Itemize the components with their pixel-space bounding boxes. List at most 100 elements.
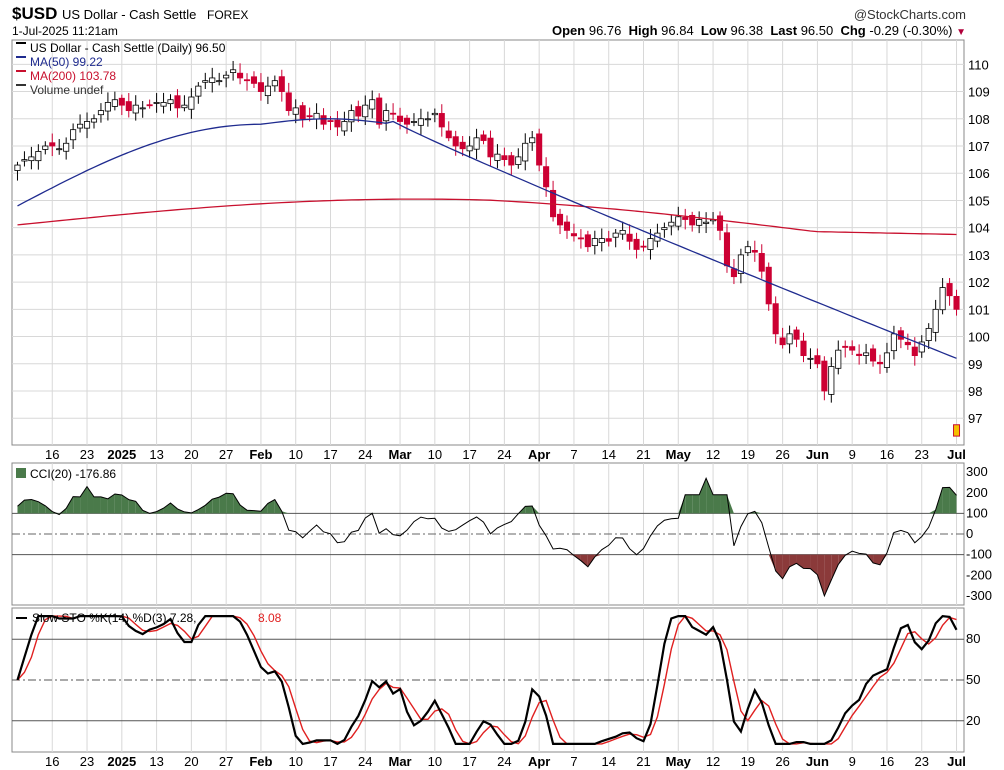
x-axis-tick: 23 (80, 754, 94, 769)
candle-body (591, 238, 598, 247)
candle-body (765, 266, 772, 305)
x-axis-tick: 13 (149, 754, 163, 769)
cci-overbought-area (66, 496, 74, 514)
low-value: 96.38 (730, 23, 764, 38)
candle-body (619, 229, 626, 235)
candle-body (737, 254, 744, 274)
candle-body (49, 142, 56, 147)
x-axis-tick: 16 (880, 754, 894, 769)
x-axis-tick: 10 (428, 447, 442, 462)
x-axis-tick: 16 (880, 447, 894, 462)
candle-body (90, 118, 98, 123)
candle-body (522, 142, 529, 162)
x-axis-tick: 24 (358, 447, 372, 462)
x-axis-tick: Mar (388, 754, 411, 769)
exchange-name: FOREX (207, 8, 249, 22)
x-axis-tick: 16 (45, 447, 59, 462)
cci-overbought-area (24, 499, 32, 514)
candle-body (772, 303, 779, 335)
cci-axis-tick: -100 (966, 547, 992, 562)
candle-body (21, 159, 28, 162)
cci-overbought-area (38, 501, 46, 514)
last-bar-marker (953, 424, 961, 437)
cci-overbought-area (107, 494, 115, 514)
candle-body (313, 112, 320, 120)
candle-body (327, 120, 334, 122)
candle-body (668, 221, 675, 227)
candle-body (146, 104, 153, 107)
x-axis-tick: 17 (323, 754, 337, 769)
cci-overbought-area (114, 494, 122, 514)
price-axis-tick: 110 (968, 57, 989, 72)
cci-overbought-area (685, 494, 693, 514)
candle-body (292, 107, 299, 115)
candle-body (543, 166, 550, 188)
cci-overbought-area (212, 497, 220, 514)
candle-body (376, 97, 383, 125)
high-label: High (628, 23, 658, 38)
sto-axis-tick: 80 (966, 631, 980, 646)
candle-body (216, 80, 223, 83)
candle-body (828, 366, 835, 395)
cci-legend-icon (16, 468, 26, 478)
sto-axis-tick: 50 (966, 672, 980, 687)
candle-body (849, 346, 856, 351)
cci-axis-tick: -200 (966, 567, 992, 582)
price-axis-tick: 108 (968, 112, 990, 127)
candle-body (104, 102, 111, 112)
candle-body (230, 69, 237, 73)
x-axis-tick: 26 (775, 754, 789, 769)
candle-body (250, 76, 258, 84)
candle-body (870, 348, 877, 362)
x-axis-tick: 10 (288, 447, 302, 462)
cci-overbought-area (754, 511, 762, 514)
x-axis-tick: 7 (570, 754, 577, 769)
cci-overbought-area (928, 509, 936, 514)
candle-body (946, 283, 953, 297)
x-axis-tick: 27 (219, 447, 233, 462)
candle-body (452, 136, 459, 147)
candle-body (605, 238, 612, 242)
price-axis-tick: 101 (968, 302, 990, 317)
candle-body (188, 96, 195, 110)
x-axis-tick: 27 (219, 754, 233, 769)
cci-axis-tick: -300 (966, 588, 992, 603)
candle-body (97, 110, 104, 116)
price-axis-tick: 102 (968, 275, 990, 290)
price-axis-tick: 98 (968, 384, 982, 399)
cci-oversold-area (803, 554, 811, 569)
candle-body (876, 361, 884, 365)
candle-body (174, 95, 181, 109)
candle-body (181, 104, 188, 109)
candle-body (793, 329, 800, 340)
chg-label: Chg (840, 23, 866, 38)
candle-body (431, 112, 438, 116)
candle-body (863, 352, 870, 356)
sto-k-line (16, 614, 958, 746)
candle-body (306, 115, 313, 118)
candle-body (167, 99, 174, 105)
candle-body (348, 110, 355, 123)
down-triangle-icon: ▼ (956, 27, 966, 38)
candle-body (675, 216, 682, 227)
candle-body (515, 156, 522, 165)
x-axis-tick: 7 (570, 447, 577, 462)
cci-overbought-area (706, 478, 714, 514)
open-value: 96.76 (588, 23, 622, 38)
candle-body (341, 121, 348, 132)
sto-legend-k: Slow STO %K(14) %D(3) 7.28, (32, 611, 197, 625)
x-axis-tick: 10 (428, 754, 442, 769)
chg-value: -0.29 (-0.30%) (869, 23, 953, 38)
candle-body (508, 155, 515, 166)
x-axis-tick: Jul (947, 754, 966, 769)
candle-body (264, 85, 271, 97)
candle-body (195, 85, 202, 97)
candle-body (410, 121, 418, 123)
candle-body (703, 221, 710, 224)
candle-body (153, 102, 160, 104)
cci-overbought-area (205, 499, 213, 514)
candle-body (932, 308, 939, 333)
x-axis-tick: May (666, 447, 692, 462)
price-axis-tick: 103 (968, 248, 990, 263)
candle-body (299, 105, 306, 120)
